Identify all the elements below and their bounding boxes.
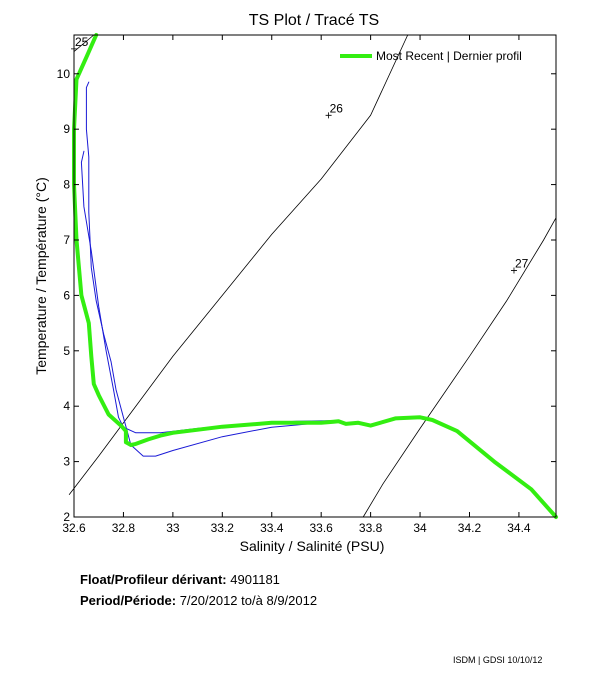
plot-frame [73,34,557,518]
y-tick-label: 6 [63,288,70,302]
x-tick-label: 32.6 [62,521,86,535]
legend-entry: Most Recent | Dernier profil [376,49,522,63]
x-tick-label: 34.4 [507,521,531,535]
y-tick-label: 5 [63,344,70,358]
float-label: Float/Profileur dérivant: [80,572,227,587]
float-value: 4901181 [230,572,280,587]
contour-label: 25 [75,35,89,49]
period-sep: to/à [241,593,263,608]
series-lines [72,33,558,519]
y-tick-label: 9 [63,122,70,136]
chart-title: TS Plot / Tracé TS [249,12,379,29]
density-contours: 25 26 27 [68,34,557,518]
y-tick-label: 2 [63,510,70,524]
series-profile-1 [85,81,334,457]
period-from: 7/20/2012 [179,593,238,608]
x-tick-label: 32.8 [112,521,136,535]
legend: Most Recent | Dernier profil [340,49,522,63]
footer-credit: ISDM | GDSI 10/10/12 [453,655,543,665]
contour-marker [325,112,332,119]
y-tick-label: 3 [63,455,70,469]
contour-label: 26 [330,101,344,115]
float-info: Float/Profileur dérivant: 4901181 [80,572,280,587]
y-tick-label: 7 [63,233,70,247]
x-tick-label: 33.4 [260,521,284,535]
x-axis-ticks: 32.6 32.8 33 33.2 33.4 33.6 33.8 34 34.2 34.4 [62,35,531,535]
y-axis-label: Temperature / Température (°C) [33,177,49,375]
contour-label: 27 [515,256,529,270]
contour-marker [510,267,517,274]
period-label: Period/Période: [80,593,177,608]
period-to: 8/9/2012 [266,593,318,608]
x-tick-label: 33 [166,521,180,535]
y-tick-label: 10 [57,67,71,81]
x-tick-label: 33.8 [359,521,383,535]
y-tick-label: 8 [63,178,70,192]
series-profile-2 [80,150,334,434]
y-tick-label: 4 [63,399,70,413]
period-info: Period/Période: 7/20/2012 to/à 8/9/2012 [80,593,317,608]
density-contour-26 [68,34,409,496]
x-tick-label: 34 [413,521,427,535]
density-contour-25 [73,34,95,52]
x-tick-label: 33.2 [211,521,235,535]
x-axis-label: Salinity / Salinité (PSU) [240,538,385,554]
x-tick-label: 33.6 [309,521,333,535]
density-contour-27 [362,217,557,518]
y-axis-ticks: 2 3 4 5 6 7 8 9 10 [57,67,556,524]
x-tick-label: 34.2 [458,521,482,535]
series-most-recent [72,33,558,519]
